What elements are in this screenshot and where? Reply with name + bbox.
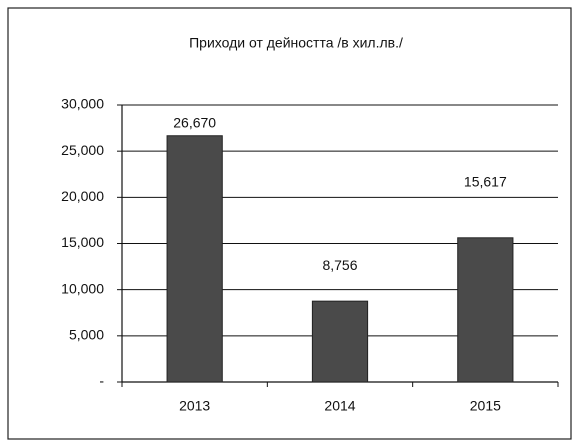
chart-title: Приходи от дейността /в хил.лв./ <box>189 35 403 51</box>
chart-frame <box>7 7 572 440</box>
x-tick-label: 2013 <box>179 398 210 414</box>
data-label: 26,670 <box>173 114 216 130</box>
y-tick-label: 5,000 <box>69 327 104 343</box>
x-tick-label: 2014 <box>324 398 355 414</box>
y-tick-label: 30,000 <box>61 96 104 112</box>
data-label: 8,756 <box>322 257 357 273</box>
bar <box>457 237 514 383</box>
bar <box>166 135 223 383</box>
x-tick-label: 2015 <box>470 398 501 414</box>
y-tick-label: 15,000 <box>61 234 104 250</box>
y-tick-label: 25,000 <box>61 142 104 158</box>
y-tick-label: 10,000 <box>61 280 104 296</box>
y-tick-label: 20,000 <box>61 188 104 204</box>
data-label: 15,617 <box>464 174 507 190</box>
y-tick-label: - <box>99 373 104 389</box>
bar <box>311 300 369 383</box>
